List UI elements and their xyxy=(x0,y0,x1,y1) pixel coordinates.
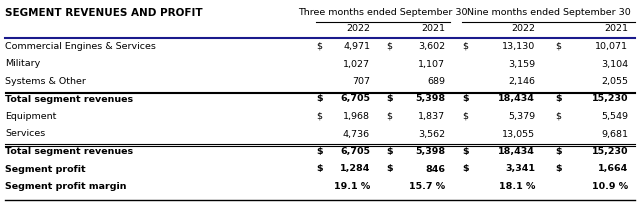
Text: 6,705: 6,705 xyxy=(340,147,370,156)
Text: $: $ xyxy=(555,147,562,156)
Text: Three months ended September 30: Three months ended September 30 xyxy=(298,8,468,17)
Text: 1,027: 1,027 xyxy=(343,60,370,68)
Text: Services: Services xyxy=(5,130,45,138)
Text: 3,159: 3,159 xyxy=(508,60,535,68)
Text: Total segment revenues: Total segment revenues xyxy=(5,95,133,103)
Text: $: $ xyxy=(555,165,562,173)
Text: $: $ xyxy=(462,95,468,103)
Text: SEGMENT REVENUES AND PROFIT: SEGMENT REVENUES AND PROFIT xyxy=(5,8,203,18)
Text: Segment profit margin: Segment profit margin xyxy=(5,182,127,191)
Text: 3,104: 3,104 xyxy=(601,60,628,68)
Text: 1,837: 1,837 xyxy=(418,112,445,121)
Text: $: $ xyxy=(462,147,468,156)
Text: 10,071: 10,071 xyxy=(595,42,628,51)
Text: 10.9 %: 10.9 % xyxy=(592,182,628,191)
Text: 5,398: 5,398 xyxy=(415,95,445,103)
Text: 4,971: 4,971 xyxy=(343,42,370,51)
Text: $: $ xyxy=(316,42,322,51)
Text: 18,434: 18,434 xyxy=(498,147,535,156)
Text: 5,549: 5,549 xyxy=(601,112,628,121)
Text: 5,398: 5,398 xyxy=(415,147,445,156)
Text: 3,562: 3,562 xyxy=(418,130,445,138)
Text: 1,107: 1,107 xyxy=(418,60,445,68)
Text: 18.1 %: 18.1 % xyxy=(499,182,535,191)
Text: 15,230: 15,230 xyxy=(591,147,628,156)
Text: 2022: 2022 xyxy=(511,24,535,33)
Text: Systems & Other: Systems & Other xyxy=(5,77,86,86)
Text: $: $ xyxy=(462,42,468,51)
Text: $: $ xyxy=(316,165,323,173)
Text: 689: 689 xyxy=(427,77,445,86)
Text: 18,434: 18,434 xyxy=(498,95,535,103)
Text: 707: 707 xyxy=(352,77,370,86)
Text: $: $ xyxy=(316,112,322,121)
Text: Military: Military xyxy=(5,60,40,68)
Text: 3,341: 3,341 xyxy=(505,165,535,173)
Text: $: $ xyxy=(462,112,468,121)
Text: $: $ xyxy=(555,95,562,103)
Text: 13,055: 13,055 xyxy=(502,130,535,138)
Text: 846: 846 xyxy=(425,165,445,173)
Text: 15,230: 15,230 xyxy=(591,95,628,103)
Text: $: $ xyxy=(555,42,561,51)
Text: 9,681: 9,681 xyxy=(601,130,628,138)
Text: 1,664: 1,664 xyxy=(598,165,628,173)
Text: 19.1 %: 19.1 % xyxy=(333,182,370,191)
Text: $: $ xyxy=(462,165,468,173)
Text: $: $ xyxy=(386,147,392,156)
Text: 2021: 2021 xyxy=(421,24,445,33)
Text: Equipment: Equipment xyxy=(5,112,56,121)
Text: 2022: 2022 xyxy=(346,24,370,33)
Text: Segment profit: Segment profit xyxy=(5,165,86,173)
Text: Nine months ended September 30: Nine months ended September 30 xyxy=(467,8,630,17)
Text: 13,130: 13,130 xyxy=(502,42,535,51)
Text: $: $ xyxy=(316,147,323,156)
Text: Commercial Engines & Services: Commercial Engines & Services xyxy=(5,42,156,51)
Text: 4,736: 4,736 xyxy=(343,130,370,138)
Text: $: $ xyxy=(555,112,561,121)
Text: $: $ xyxy=(386,165,392,173)
Text: 2021: 2021 xyxy=(604,24,628,33)
Text: 6,705: 6,705 xyxy=(340,95,370,103)
Text: 1,968: 1,968 xyxy=(343,112,370,121)
Text: $: $ xyxy=(386,112,392,121)
Text: 2,146: 2,146 xyxy=(508,77,535,86)
Text: Total segment revenues: Total segment revenues xyxy=(5,147,133,156)
Text: 2,055: 2,055 xyxy=(601,77,628,86)
Text: 1,284: 1,284 xyxy=(340,165,370,173)
Text: 5,379: 5,379 xyxy=(508,112,535,121)
Text: 3,602: 3,602 xyxy=(418,42,445,51)
Text: $: $ xyxy=(386,42,392,51)
Text: $: $ xyxy=(386,95,392,103)
Text: 15.7 %: 15.7 % xyxy=(409,182,445,191)
Text: $: $ xyxy=(316,95,323,103)
